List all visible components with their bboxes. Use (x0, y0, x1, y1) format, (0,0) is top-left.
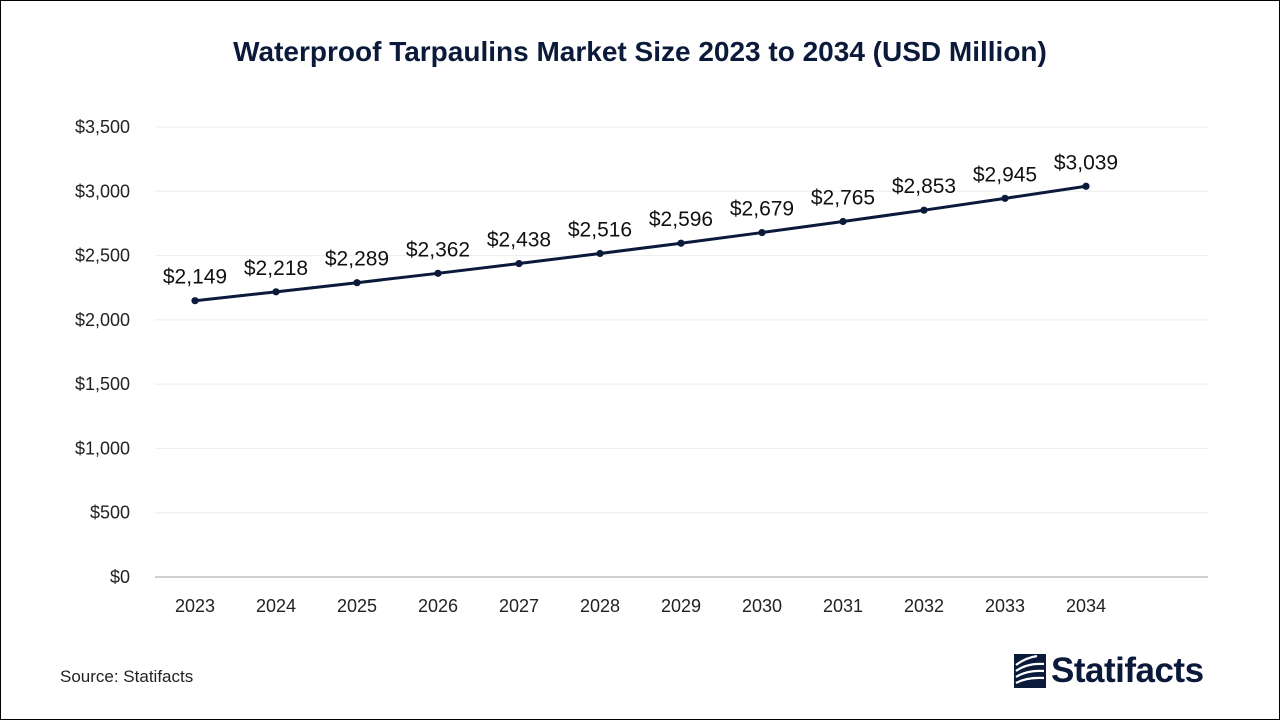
x-tick-label: 2029 (661, 596, 701, 616)
data-label: $2,945 (973, 163, 1037, 186)
data-label: $2,516 (568, 219, 632, 242)
brand-logo: Statifacts (1013, 651, 1204, 691)
x-tick-label: 2027 (499, 596, 539, 616)
x-tick-label: 2032 (904, 596, 944, 616)
data-label: $2,765 (811, 187, 875, 210)
data-point (677, 239, 685, 247)
series-line (194, 184, 1087, 303)
statifacts-logo-icon (1014, 654, 1046, 688)
x-tick-label: 2034 (1066, 596, 1106, 616)
data-label: $2,218 (244, 257, 308, 280)
x-tick-label: 2025 (337, 596, 377, 616)
data-point (1082, 182, 1090, 190)
y-axis-ticks: $0 $500 $1,000 $1,500 $2,000 $2,500 $3,000 $3,5… (75, 117, 130, 587)
data-point (839, 217, 847, 226)
data-point (1001, 194, 1009, 202)
chart-title: Waterproof Tarpaulins Market Size 2023 t… (233, 36, 1047, 67)
y-tick-label: $0 (110, 567, 130, 587)
x-tick-label: 2023 (175, 596, 215, 616)
y-tick-label: $2,500 (75, 246, 130, 266)
x-axis-ticks: 2023 2024 2025 2026 2027 2028 2029 2030 2031 2032… (175, 596, 1106, 616)
y-tick-label: $2,000 (75, 310, 130, 330)
source-note: Source: Statifacts (60, 667, 194, 686)
data-label: $2,853 (892, 175, 956, 198)
data-point (434, 269, 442, 277)
data-label: $3,039 (1054, 151, 1118, 174)
series-line-group (191, 182, 1090, 305)
data-label: $2,438 (487, 229, 551, 252)
x-tick-label: 2031 (823, 596, 863, 616)
x-tick-label: 2030 (742, 596, 782, 616)
data-label: $2,362 (406, 238, 470, 261)
x-tick-label: 2033 (985, 596, 1025, 616)
data-label: $2,289 (325, 248, 389, 271)
data-point (515, 259, 523, 268)
data-point (758, 228, 766, 237)
y-tick-label: $500 (90, 503, 130, 523)
data-point (920, 206, 928, 214)
y-tick-label: $1,500 (75, 374, 130, 394)
data-point (272, 288, 280, 296)
data-label: $2,149 (163, 266, 227, 289)
y-tick-label: $1,000 (75, 438, 130, 458)
data-label: $2,679 (730, 198, 794, 221)
x-tick-label: 2028 (580, 596, 620, 616)
data-label: $2,596 (649, 208, 713, 231)
gridlines (155, 126, 1208, 578)
x-tick-label: 2026 (418, 596, 458, 616)
data-point (353, 279, 361, 287)
y-tick-label: $3,000 (75, 181, 130, 201)
data-point (191, 297, 199, 305)
y-tick-label: $3,500 (75, 117, 130, 137)
data-labels: $2,149 $2,218 $2,289 $2,362 $2,438 $2,516 $2,5… (163, 151, 1118, 288)
x-tick-label: 2024 (256, 596, 296, 616)
data-point (596, 249, 604, 258)
brand-name: Statifacts (1051, 651, 1204, 690)
